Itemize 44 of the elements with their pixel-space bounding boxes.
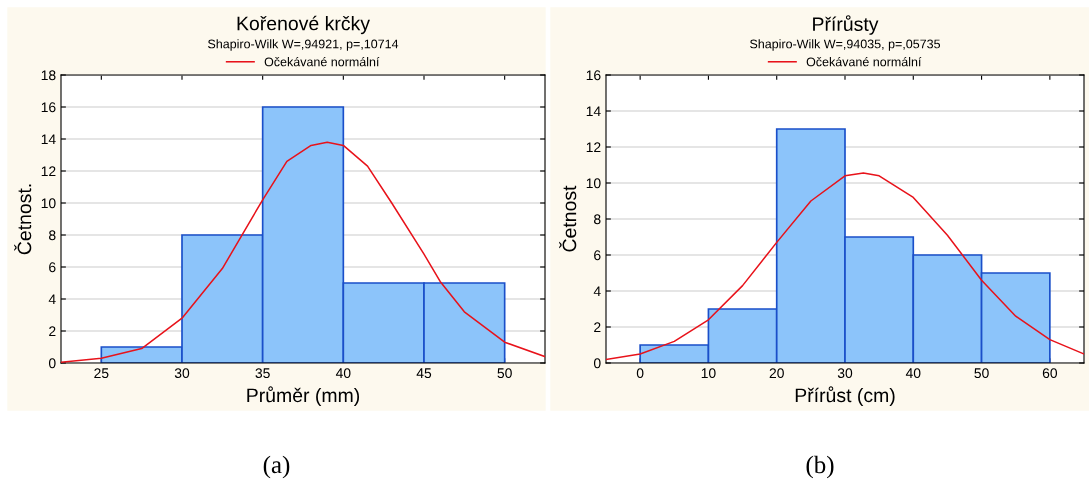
- y-tick-label: 16: [41, 102, 56, 113]
- x-tick-label: 35: [255, 368, 270, 379]
- x-tick-label: 25: [94, 368, 109, 379]
- x-tick-label: 60: [1042, 368, 1058, 379]
- y-tick-label: 8: [49, 230, 56, 241]
- y-tick-label: 2: [49, 326, 56, 337]
- legend-label: Očekávané normální: [806, 56, 922, 67]
- y-tick-label: 2: [594, 322, 601, 333]
- y-tick-label: 12: [41, 166, 56, 177]
- x-tick-label: 40: [335, 368, 351, 379]
- text: (b): [806, 455, 834, 479]
- x-tick-label: 0: [636, 368, 644, 379]
- x-tick-label: 40: [905, 368, 921, 379]
- y-tick-label: 14: [41, 134, 56, 145]
- y-tick-label: 0: [593, 358, 601, 369]
- chart-subtitle: Shapiro-Wilk W=,94035, p=,05735: [750, 39, 941, 51]
- y-tick-label: 14: [586, 106, 601, 117]
- chart-title: Přírůsty: [813, 15, 879, 35]
- y-axis-title: Četnost.: [14, 184, 32, 255]
- y-axis-title: Četnost: [559, 185, 577, 252]
- x-tick-label: 30: [174, 368, 190, 379]
- x-tick-label: 20: [769, 368, 784, 379]
- x-tick-label: 10: [701, 368, 716, 379]
- y-tick-label: 10: [586, 178, 601, 189]
- y-tick-label: 16: [586, 70, 601, 81]
- y-tick-label: 4: [593, 286, 601, 297]
- chart-subtitle: Shapiro-Wilk W=,94921, p=,10714: [208, 39, 399, 51]
- y-tick-label: 4: [48, 294, 56, 305]
- x-tick-label: 45: [416, 368, 432, 379]
- y-tick-label: 6: [49, 262, 56, 273]
- y-tick-label: 12: [586, 142, 601, 153]
- chart-title: Kořenové krčky: [237, 15, 370, 35]
- x-tick-label: 50: [974, 368, 989, 379]
- y-tick-label: 6: [594, 250, 601, 261]
- legend-label: Očekávané normální: [264, 56, 380, 67]
- y-tick-label: 8: [594, 214, 601, 225]
- y-tick-label: 10: [41, 198, 56, 209]
- x-axis-title: Přírůst (cm): [795, 386, 895, 407]
- x-axis-title: Průměr (mm): [247, 386, 360, 407]
- x-tick-label: 50: [497, 368, 512, 379]
- x-tick-label: 30: [837, 368, 853, 379]
- y-tick-label: 18: [41, 70, 56, 81]
- text: (a): [263, 455, 290, 479]
- y-tick-label: 0: [48, 358, 56, 369]
